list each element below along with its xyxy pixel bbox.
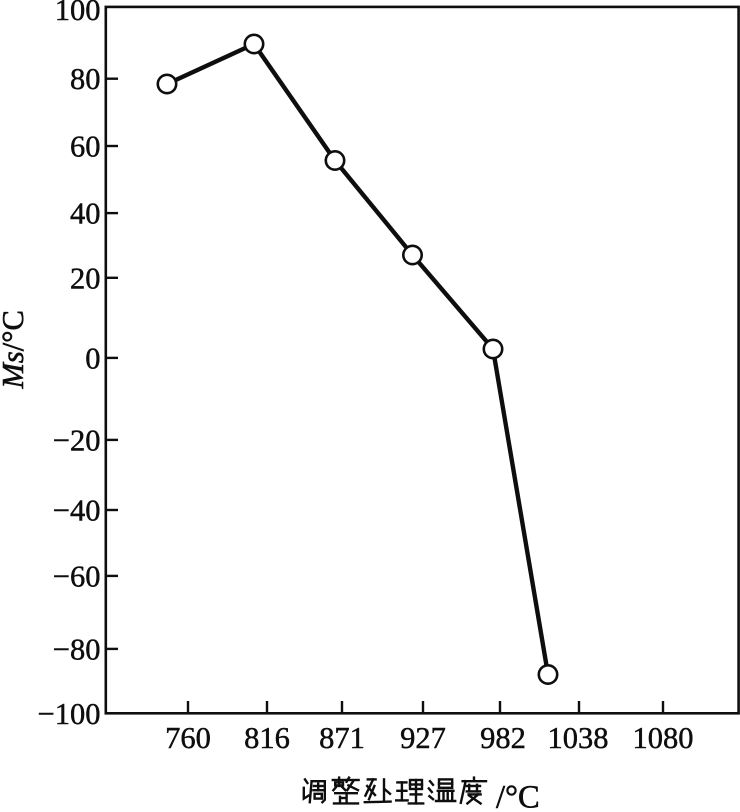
svg-text:−60: −60 bbox=[53, 559, 101, 593]
svg-text:982: 982 bbox=[480, 721, 526, 755]
svg-text:80: 80 bbox=[70, 62, 101, 96]
svg-text:100: 100 bbox=[55, 0, 101, 27]
svg-text:760: 760 bbox=[165, 721, 211, 755]
svg-text:871: 871 bbox=[319, 721, 365, 755]
svg-text:927: 927 bbox=[400, 721, 446, 755]
svg-text:60: 60 bbox=[70, 130, 101, 164]
svg-text:0: 0 bbox=[85, 341, 100, 375]
svg-text:20: 20 bbox=[70, 261, 101, 295]
svg-text:−40: −40 bbox=[53, 494, 101, 528]
svg-text:1080: 1080 bbox=[633, 721, 694, 755]
svg-text:40: 40 bbox=[70, 197, 101, 231]
svg-text:−80: −80 bbox=[53, 632, 101, 666]
svg-text:Ms/°C: Ms/°C bbox=[0, 310, 30, 389]
svg-text:−100: −100 bbox=[38, 697, 101, 731]
svg-text:−20: −20 bbox=[53, 423, 101, 457]
svg-text:816: 816 bbox=[244, 721, 290, 755]
svg-text:1038: 1038 bbox=[548, 721, 609, 755]
svg-text:/°C: /°C bbox=[496, 780, 540, 812]
